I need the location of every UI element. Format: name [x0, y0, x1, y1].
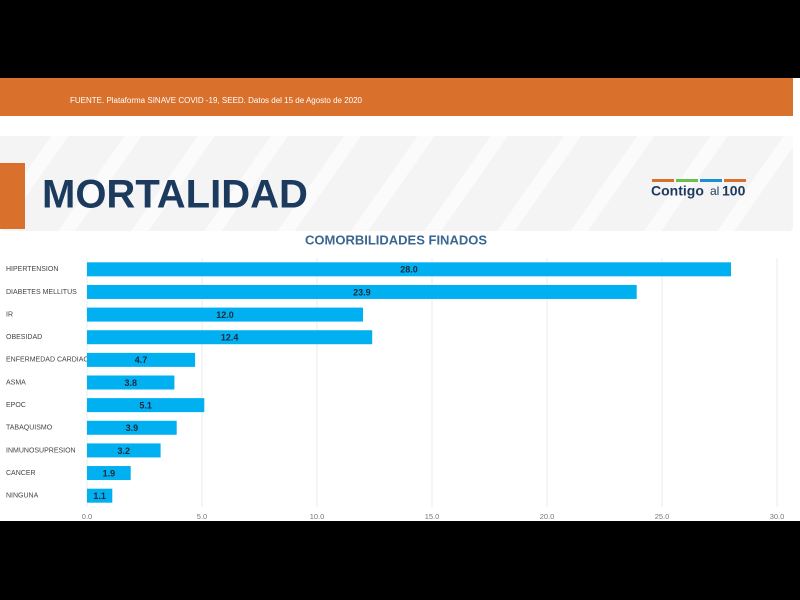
- value-label: 3.9: [126, 423, 139, 433]
- value-label: 12.4: [221, 333, 239, 343]
- bar: [87, 330, 373, 345]
- category-label: TABAQUISMO: [6, 425, 53, 432]
- logo-word: Contigo: [651, 183, 704, 199]
- value-label: 1.9: [103, 468, 116, 478]
- value-label: 1.1: [93, 491, 106, 501]
- logo-word: al: [710, 184, 719, 198]
- source-band: [0, 78, 793, 116]
- bar: [87, 466, 131, 481]
- category-label: ENFERMEDAD CARDIACA: [6, 357, 93, 364]
- chart-title: COMORBILIDADES FINADOS: [305, 232, 487, 247]
- x-tick-label: 10.0: [310, 512, 325, 521]
- bar: [87, 443, 161, 458]
- category-label: INMUNOSUPRESION: [6, 447, 76, 454]
- logo-stripe: [676, 179, 698, 182]
- x-tick-label: 25.0: [655, 512, 670, 521]
- value-label: 4.7: [135, 355, 148, 365]
- x-tick-label: 30.0: [770, 512, 785, 521]
- value-label: 23.9: [353, 287, 371, 297]
- orange-block: [0, 163, 25, 229]
- value-label: 28.0: [400, 265, 418, 275]
- x-tick-label: 0.0: [82, 512, 92, 521]
- category-label: ASMA: [6, 379, 26, 386]
- source-text: FUENTE. Plataforma SINAVE COVID -19, SEE…: [70, 96, 363, 105]
- value-label: 12.0: [216, 310, 234, 320]
- value-label: 3.8: [124, 378, 137, 388]
- bar: [87, 488, 113, 503]
- bar: [87, 398, 205, 413]
- x-tick-label: 20.0: [540, 512, 555, 521]
- bar: [87, 262, 731, 277]
- bar: [87, 307, 363, 322]
- logo-word: 100: [722, 183, 746, 199]
- category-label: CANCER: [6, 470, 36, 477]
- category-label: OBESIDAD: [6, 334, 42, 341]
- logo-stripe: [724, 179, 746, 182]
- bar: [87, 284, 637, 299]
- plot: 0.0 5.0 10.0 15.0 20.0 25.0 30.0 HIPERTENSION 28…: [6, 258, 784, 521]
- category-label: NINGUNA: [6, 493, 39, 500]
- value-label: 3.2: [118, 446, 131, 456]
- x-tick-label: 5.0: [197, 512, 207, 521]
- value-label: 5.1: [139, 401, 152, 411]
- bar: [87, 352, 196, 367]
- logo: Contigo al 100: [651, 179, 746, 199]
- category-label: EPOC: [6, 402, 26, 409]
- bar: [87, 375, 175, 390]
- category-label: HIPERTENSION: [6, 266, 58, 273]
- bar: [87, 420, 177, 435]
- category-label: DIABETES MELLITUS: [6, 289, 77, 296]
- logo-stripe: [652, 179, 674, 182]
- category-label: IR: [6, 311, 13, 318]
- logo-stripe: [700, 179, 722, 182]
- x-tick-label: 15.0: [425, 512, 440, 521]
- heading-band: [0, 136, 793, 231]
- heading: MORTALIDAD: [42, 173, 308, 217]
